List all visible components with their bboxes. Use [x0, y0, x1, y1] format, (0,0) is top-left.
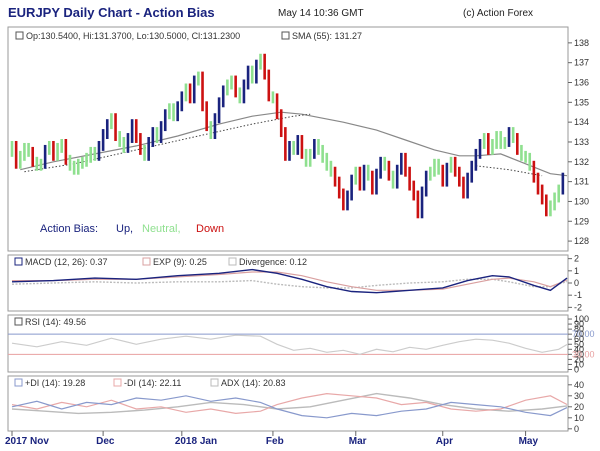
- y-tick-label-rsi: 60: [574, 334, 584, 344]
- chart-date: May 14 10:36 GMT: [278, 8, 364, 19]
- chart-title: EURJPY Daily Chart - Action Bias: [8, 5, 215, 20]
- y-tick-label-rsi: 30: [574, 349, 584, 359]
- y-tick-label-macd: 0: [574, 278, 579, 288]
- panel-frame-dmi: [7, 375, 569, 432]
- rsi-level-30-label: 30.00: [572, 349, 595, 359]
- rsi-legend-marker: [14, 317, 23, 326]
- macd-legend: MACD (12, 26): 0.37: [25, 257, 108, 267]
- y-tick-label-price: 129: [574, 216, 589, 226]
- y-tick-label-price: 136: [574, 78, 589, 88]
- y-tick-label-dmi: 30: [574, 391, 584, 401]
- panel-frame-rsi: [7, 314, 569, 373]
- y-tick-label-rsi: 20: [574, 354, 584, 364]
- macd-line: [11, 268, 568, 294]
- adx-legend-marker: [210, 378, 219, 387]
- y-tick-label-dmi: 40: [574, 380, 584, 390]
- legend-up: Up,: [116, 223, 133, 235]
- y-tick-label-macd: 1: [574, 266, 579, 276]
- y-tick-label-price: 130: [574, 196, 589, 206]
- minus-di-line: [11, 392, 568, 415]
- y-tick-label-dmi: 20: [574, 402, 584, 412]
- y-tick-label-rsi: 50: [574, 339, 584, 349]
- exp-legend: EXP (9): 0.25: [153, 257, 207, 267]
- x-tick-label: Feb: [266, 436, 284, 447]
- y-tick-label-rsi: 40: [574, 344, 584, 354]
- legend-down: Down: [196, 223, 224, 235]
- x-tick-label: Mar: [349, 436, 367, 447]
- rsi-level-70-label: 70.00: [572, 329, 595, 339]
- y-tick-label-macd: -2: [574, 302, 582, 312]
- y-tick-label-price: 133: [574, 137, 589, 147]
- y-tick-label-price: 135: [574, 97, 589, 107]
- adx-legend: ADX (14): 20.83: [221, 378, 286, 388]
- y-tick-label-macd: -1: [574, 290, 582, 300]
- y-tick-label-price: 134: [574, 117, 589, 127]
- minus-di-legend: -DI (14): 22.11: [124, 378, 181, 388]
- divergence-legend-marker: [228, 257, 237, 266]
- dotted-ma-line: [475, 165, 543, 177]
- y-tick-label-macd: 2: [574, 254, 579, 264]
- y-tick-label-price: 132: [574, 157, 589, 167]
- minus-di-legend-marker: [113, 378, 122, 387]
- y-tick-label-price: 128: [574, 236, 589, 246]
- adx-line: [11, 392, 568, 415]
- x-tick-label: May: [519, 436, 539, 447]
- action-bias-label: Action Bias:: [40, 223, 98, 235]
- y-tick-label-dmi: 10: [574, 413, 584, 423]
- x-tick-label: 2018 Jan: [175, 436, 217, 447]
- sma-line: [20, 111, 568, 177]
- x-tick-label: 2017 Nov: [5, 436, 49, 447]
- y-tick-label-price: 137: [574, 58, 589, 68]
- y-tick-label-rsi: 10: [574, 359, 584, 369]
- y-tick-label-rsi: 90: [574, 319, 584, 329]
- sma-marker: [281, 31, 290, 40]
- copyright: (c) Action Forex: [463, 8, 534, 19]
- y-tick-label-price: 138: [574, 38, 589, 48]
- divergence-line: [11, 278, 568, 289]
- macd-legend-marker: [14, 257, 23, 266]
- y-tick-label-price: 131: [574, 177, 589, 187]
- plus-di-line: [11, 395, 568, 419]
- rsi-line: [11, 334, 568, 355]
- y-tick-label-rsi: 80: [574, 324, 584, 334]
- y-tick-label-rsi: 0: [574, 364, 579, 374]
- divergence-legend: Divergence: 0.12: [239, 257, 307, 267]
- sma-readout: SMA (55): 131.27: [292, 31, 362, 41]
- x-tick-label: Apr: [436, 436, 453, 447]
- plus-di-legend: +DI (14): 19.28: [25, 378, 85, 388]
- y-tick-label-rsi: 100: [574, 314, 589, 324]
- plus-di-legend-marker: [14, 378, 23, 387]
- legend-neutral: Neutral,: [142, 223, 181, 235]
- y-tick-label-dmi: 0: [574, 424, 579, 434]
- chart-header: EURJPY Daily Chart - Action Bias May 14 …: [0, 0, 600, 26]
- exp-legend-marker: [142, 257, 151, 266]
- rsi-legend: RSI (14): 49.56: [25, 317, 86, 327]
- ohlc-readout-text: Op:130.5400, Hi:131.3700, Lo:130.5000, C…: [26, 31, 240, 41]
- x-tick-label: Dec: [96, 436, 115, 447]
- ohlc-marker: [15, 31, 24, 40]
- y-tick-label-rsi: 70: [574, 329, 584, 339]
- panel-frame-price: [7, 26, 569, 252]
